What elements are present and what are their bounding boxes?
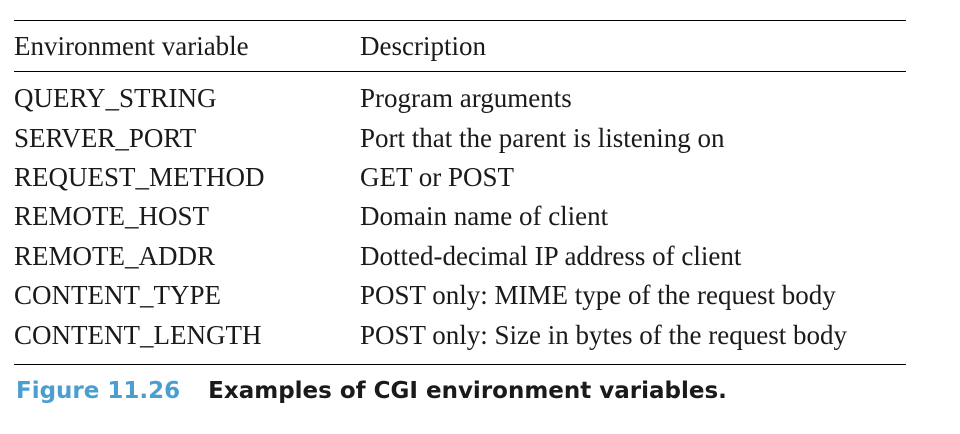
header-environment-variable: Environment variable: [14, 30, 249, 61]
figure-caption-text: Examples of CGI environment variables.: [208, 378, 727, 404]
variable-cell: CONTENT_TYPE: [14, 280, 221, 311]
description-cell: POST only: MIME type of the request body: [360, 280, 836, 311]
table-header-rule: [14, 71, 906, 72]
table-row: SERVER_PORT Port that the parent is list…: [14, 118, 906, 157]
description-cell: Domain name of client: [360, 201, 609, 232]
figure-number: Figure 11.26: [16, 378, 181, 404]
variable-cell: SERVER_PORT: [14, 122, 197, 153]
table-bottom-rule: [14, 363, 906, 365]
figure-caption: Figure 11.26 Examples of CGI environment…: [16, 378, 727, 404]
variable-cell: REMOTE_ADDR: [14, 240, 215, 271]
table-body: QUERY_STRING Program arguments SERVER_PO…: [14, 72, 906, 364]
variable-cell: CONTENT_LENGTH: [14, 319, 262, 350]
table-header-row: Environment variable Description: [14, 21, 906, 71]
variable-cell: REMOTE_HOST: [14, 201, 209, 232]
description-cell: POST only: Size in bytes of the request …: [360, 319, 847, 350]
table-row: CONTENT_TYPE POST only: MIME type of the…: [14, 276, 906, 315]
variable-cell: QUERY_STRING: [14, 83, 217, 114]
variable-cell: REQUEST_METHOD: [14, 161, 265, 192]
table-row: REQUEST_METHOD GET or POST: [14, 158, 906, 197]
description-cell: Dotted-decimal IP address of client: [360, 240, 742, 271]
description-cell: Port that the parent is listening on: [360, 122, 725, 153]
description-cell: Program arguments: [360, 83, 572, 114]
table-row: REMOTE_HOST Domain name of client: [14, 197, 906, 236]
header-description: Description: [360, 30, 486, 61]
table-row: QUERY_STRING Program arguments: [14, 79, 906, 118]
table-row: REMOTE_ADDR Dotted-decimal IP address of…: [14, 237, 906, 276]
table-row: CONTENT_LENGTH POST only: Size in bytes …: [14, 315, 906, 354]
env-variables-table: Environment variable Description QUERY_S…: [14, 20, 906, 365]
table-top-rule: [14, 20, 906, 21]
description-cell: GET or POST: [360, 161, 515, 192]
